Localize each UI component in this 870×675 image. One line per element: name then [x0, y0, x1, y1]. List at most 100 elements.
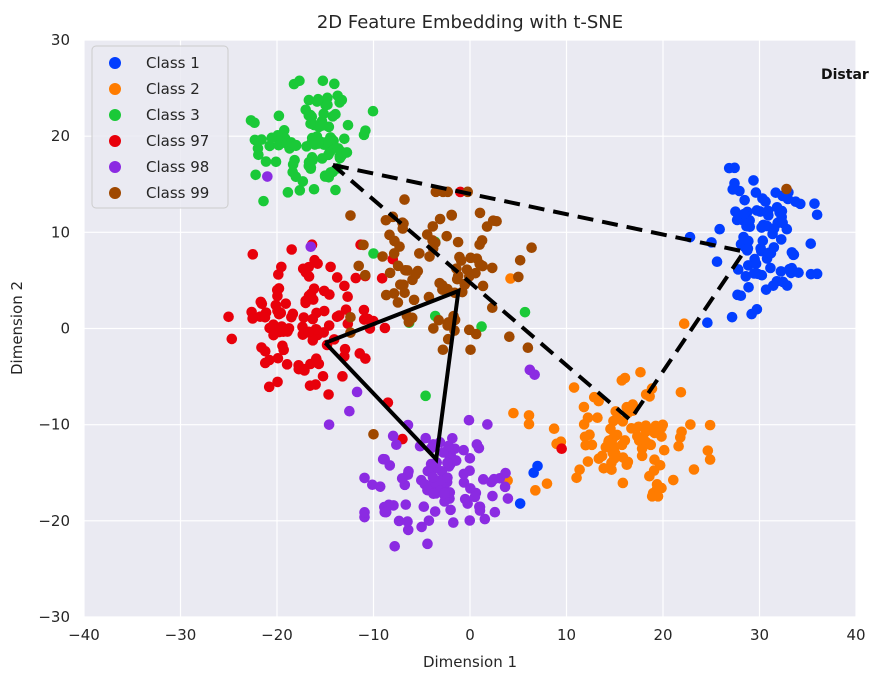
data-point-class-97 [298, 312, 310, 323]
data-point-class-2 [592, 412, 603, 424]
data-point-class-3 [360, 125, 371, 136]
data-point-class-2 [658, 444, 670, 456]
data-point-class-98 [422, 538, 433, 550]
data-point-class-98 [489, 506, 501, 518]
data-point-class-98 [323, 419, 335, 430]
data-point-class-1 [727, 184, 739, 195]
data-point-class-3 [519, 306, 531, 318]
data-point-class-99 [486, 262, 498, 274]
data-point-class-1 [784, 263, 795, 275]
data-point-class-98 [359, 472, 370, 484]
dashed-triangle [331, 163, 748, 423]
data-point-class-98 [427, 471, 439, 483]
data-point-class-1 [767, 280, 779, 291]
data-point-class-2 [635, 366, 646, 378]
data-point-class-98 [459, 493, 471, 505]
data-point-class-98 [474, 505, 486, 516]
x-tick-label: −20 [261, 626, 293, 644]
data-point-class-3 [317, 75, 329, 87]
data-point-class-98 [499, 481, 511, 493]
data-point-class-3 [264, 140, 276, 152]
data-point-class-2 [619, 435, 631, 446]
data-point-class-98 [442, 472, 453, 483]
data-point-class-1 [729, 162, 740, 174]
data-point-class-1 [731, 214, 743, 226]
data-point-class-99 [465, 344, 476, 356]
data-point-class-97 [342, 291, 353, 303]
data-point-class-99 [414, 248, 425, 259]
data-point-class-2 [621, 401, 633, 413]
data-point-class-2 [640, 426, 652, 437]
data-point-class-1 [514, 498, 526, 509]
data-point-class-98 [458, 444, 469, 456]
data-point-class-99 [384, 267, 396, 279]
data-point-class-2 [586, 439, 598, 451]
data-point-class-99 [388, 248, 400, 259]
data-point-class-3 [306, 111, 318, 123]
data-point-class-3 [330, 184, 341, 196]
data-point-class-97 [247, 249, 259, 260]
data-point-class-98 [359, 507, 370, 518]
data-point-class-98 [442, 457, 453, 469]
data-point-class-3 [342, 119, 354, 131]
data-point-class-99 [441, 230, 453, 242]
data-point-class-97 [299, 365, 310, 376]
data-point-class-1 [788, 249, 799, 261]
data-point-class-1 [775, 266, 787, 277]
data-point-class-3 [287, 159, 299, 170]
x-tick-label: −40 [68, 626, 100, 644]
data-point-class-1 [740, 271, 752, 282]
data-point-class-97 [339, 280, 350, 292]
data-point-class-99 [513, 271, 524, 283]
data-point-class-98 [416, 521, 427, 533]
data-point-class-97 [337, 371, 348, 382]
data-point-class-98 [393, 515, 405, 527]
data-point-class-2 [673, 440, 684, 452]
data-point-class-99 [399, 194, 410, 205]
data-point-class-98 [500, 467, 511, 479]
data-point-class-1 [730, 206, 741, 217]
data-point-class-3 [282, 187, 294, 198]
data-point-class-99 [522, 342, 534, 354]
data-point-class-99 [402, 265, 413, 276]
data-point-class-98 [402, 524, 414, 536]
data-point-class-99 [427, 221, 439, 232]
data-point-class-97 [223, 311, 234, 323]
data-point-class-3 [250, 169, 261, 181]
data-point-class-1 [735, 290, 747, 301]
data-point-class-2 [704, 419, 716, 431]
data-point-class-99 [380, 214, 392, 226]
data-point-class-98 [389, 540, 401, 552]
data-point-class-98 [262, 171, 273, 182]
data-point-class-99 [514, 254, 526, 266]
data-point-class-2 [605, 423, 616, 435]
triangle-overlays [323, 163, 748, 464]
data-point-class-3 [253, 149, 264, 161]
data-point-class-97 [280, 298, 292, 309]
data-point-class-3 [318, 108, 330, 120]
data-point-class-97 [272, 352, 284, 364]
data-point-class-3 [303, 94, 315, 106]
data-point-class-98 [420, 432, 432, 444]
solid-triangle [323, 287, 461, 464]
data-point-class-97 [286, 244, 297, 255]
data-point-class-98 [464, 453, 476, 464]
data-point-class-99 [399, 287, 410, 299]
x-tick-label: 30 [750, 626, 769, 644]
data-point-class-1 [714, 223, 725, 235]
data-point-class-1 [811, 209, 823, 221]
data-point-class-97 [312, 258, 323, 269]
data-point-class-98 [529, 369, 540, 380]
legend-marker [109, 109, 121, 121]
data-point-class-98 [391, 439, 402, 451]
data-point-class-97 [331, 272, 343, 283]
data-point-class-1 [750, 258, 762, 270]
data-point-class-97 [304, 380, 316, 391]
y-tick-label: −20 [38, 512, 70, 530]
data-point-class-97 [303, 326, 315, 338]
data-point-class-1 [760, 196, 771, 207]
data-point-class-98 [400, 499, 412, 510]
data-point-class-3 [288, 78, 300, 90]
data-point-class-98 [482, 419, 493, 430]
data-point-class-97 [317, 370, 329, 382]
